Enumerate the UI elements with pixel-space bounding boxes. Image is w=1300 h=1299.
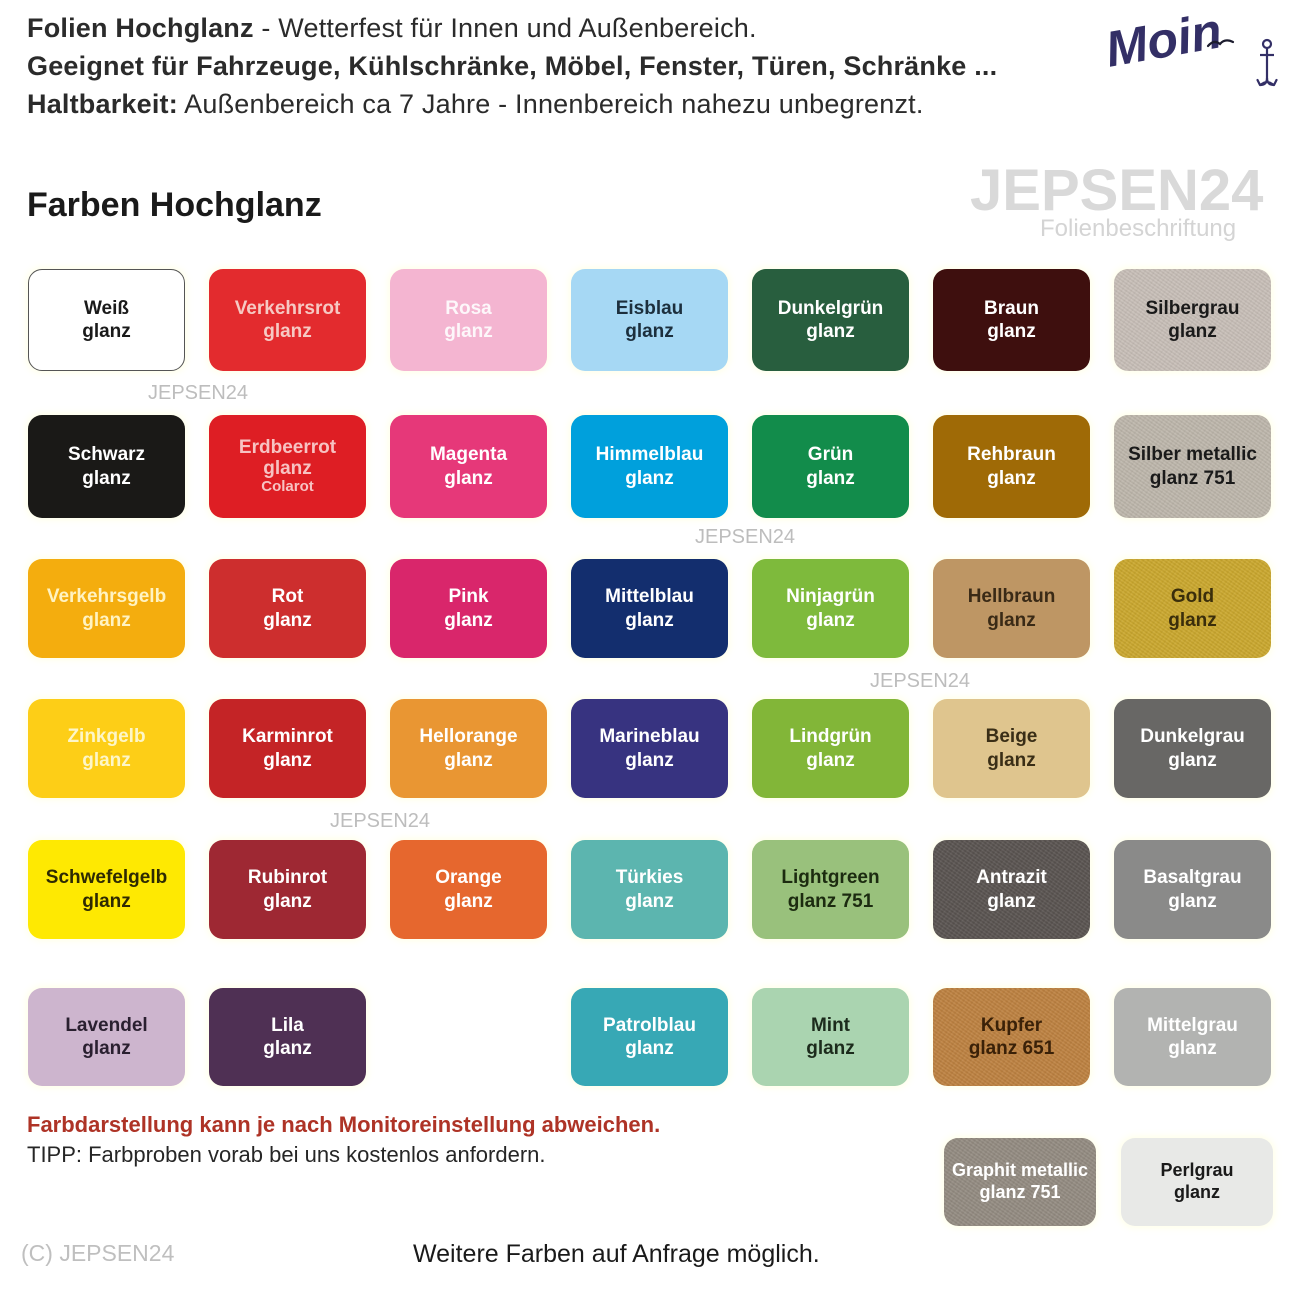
svg-text:Moin: Moin [1108,2,1226,77]
